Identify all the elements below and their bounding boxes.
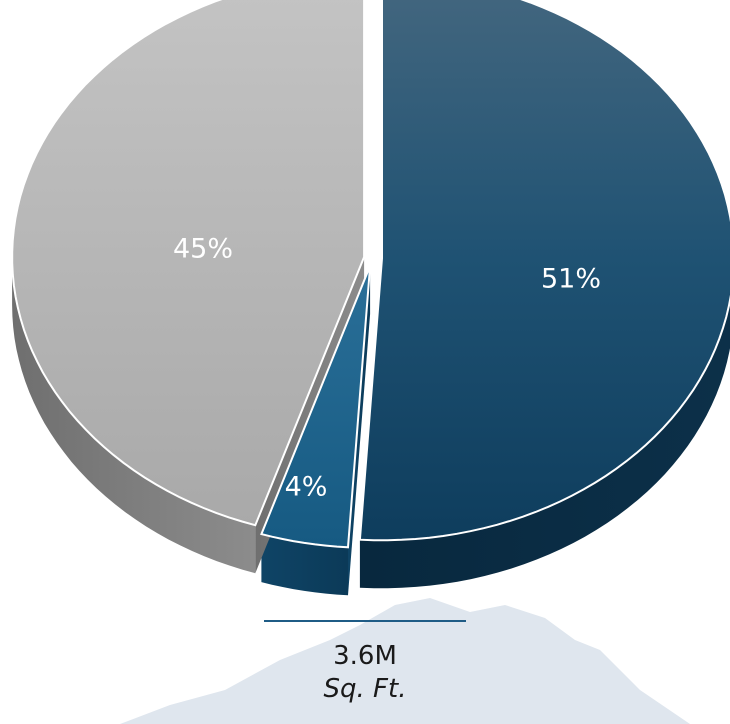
slice-51-percent-side — [359, 300, 730, 589]
total-value: 3.6M — [333, 641, 397, 671]
slice-4-percent-label: 4% — [285, 472, 328, 503]
slice-51-percent-label: 51% — [541, 264, 601, 295]
slice-45-percent — [11, 0, 366, 527]
total-unit: Sq. Ft. — [323, 674, 407, 704]
slice-45-percent-side — [12, 257, 256, 574]
total-summary: 3.6M Sq. Ft. — [264, 620, 466, 706]
divider-line — [264, 620, 466, 622]
pie-top-faces: 51% 4% 45% — [11, 0, 730, 549]
mountain-background — [120, 598, 690, 724]
slice-4-percent — [260, 265, 372, 549]
slice-4-percent-side — [261, 534, 348, 596]
slice-51-percent — [358, 0, 730, 542]
pie-slices: 51% 4% 45% — [11, 0, 730, 596]
slice-45-percent-label: 45% — [173, 234, 233, 265]
